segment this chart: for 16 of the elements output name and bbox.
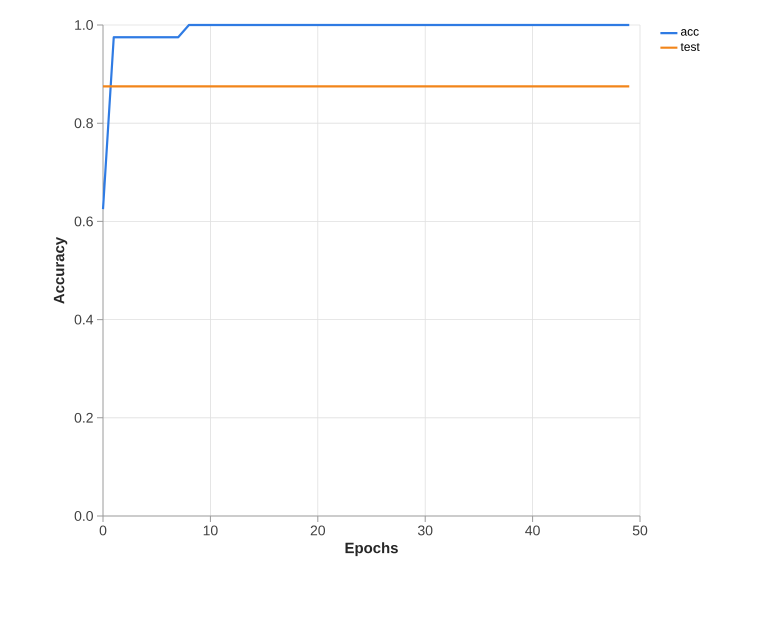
y-tick-label: 0.2 [74, 412, 93, 423]
legend-label: test [680, 43, 700, 51]
x-tick-label: 30 [418, 526, 432, 536]
x-tick-label: 20 [310, 526, 326, 536]
x-tick-label: 10 [204, 526, 218, 536]
x-tick-label: 40 [525, 526, 540, 536]
y-tick-label: 0.4 [74, 314, 94, 325]
x-tick-label: 0 [100, 526, 106, 536]
y-axis-title: Accuracy [54, 236, 68, 304]
y-tick-label: 0.0 [74, 511, 93, 521]
legend-label: acc [680, 29, 699, 36]
y-tick-label: 0.8 [74, 118, 93, 128]
x-tick-label: 50 [632, 526, 648, 536]
x-axis-title: Epochs [346, 542, 398, 556]
y-tick-label: 0.6 [74, 216, 93, 226]
y-tick-label: 1.0 [75, 20, 93, 30]
